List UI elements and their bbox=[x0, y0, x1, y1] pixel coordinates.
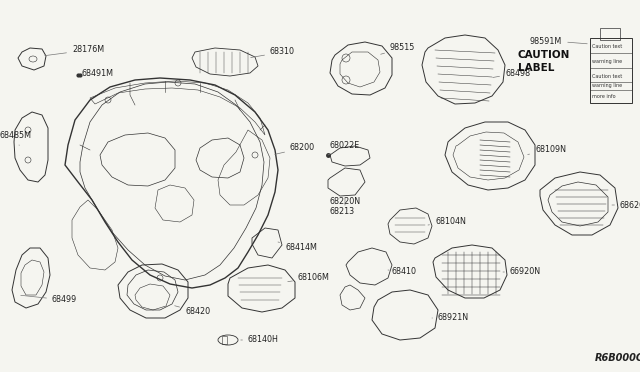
Text: 68498: 68498 bbox=[493, 68, 530, 77]
Text: 68410: 68410 bbox=[388, 267, 417, 276]
Text: 68220N: 68220N bbox=[330, 198, 361, 206]
Text: 28176M: 28176M bbox=[45, 45, 104, 56]
Text: 68414M: 68414M bbox=[278, 242, 317, 253]
Text: 98591M: 98591M bbox=[530, 38, 563, 46]
Text: 68620: 68620 bbox=[612, 201, 640, 209]
Text: 68109N: 68109N bbox=[528, 145, 566, 154]
Text: R6B000CK: R6B000CK bbox=[595, 353, 640, 363]
Text: 68213: 68213 bbox=[330, 208, 355, 217]
Text: 98515: 98515 bbox=[381, 44, 415, 54]
Text: warning line: warning line bbox=[592, 83, 622, 89]
Text: Caution text: Caution text bbox=[592, 74, 622, 78]
Text: 68485M: 68485M bbox=[0, 131, 32, 145]
Text: 68106M: 68106M bbox=[288, 273, 330, 282]
Text: 66920N: 66920N bbox=[503, 267, 541, 276]
Text: warning line: warning line bbox=[592, 58, 622, 64]
Text: 68491M: 68491M bbox=[82, 70, 114, 78]
Text: 68200: 68200 bbox=[275, 144, 315, 154]
Text: 68310: 68310 bbox=[251, 48, 295, 58]
Text: LABEL: LABEL bbox=[518, 63, 554, 73]
Text: 68420: 68420 bbox=[175, 306, 210, 317]
Text: 68104N: 68104N bbox=[428, 218, 466, 227]
Text: 68022E: 68022E bbox=[328, 141, 360, 155]
Text: 68499: 68499 bbox=[20, 295, 77, 305]
Text: 68140H: 68140H bbox=[241, 336, 279, 344]
Text: 68921N: 68921N bbox=[432, 314, 469, 323]
Text: more info: more info bbox=[592, 94, 616, 99]
Text: CAUTION: CAUTION bbox=[518, 50, 570, 60]
Text: Caution text: Caution text bbox=[592, 45, 622, 49]
